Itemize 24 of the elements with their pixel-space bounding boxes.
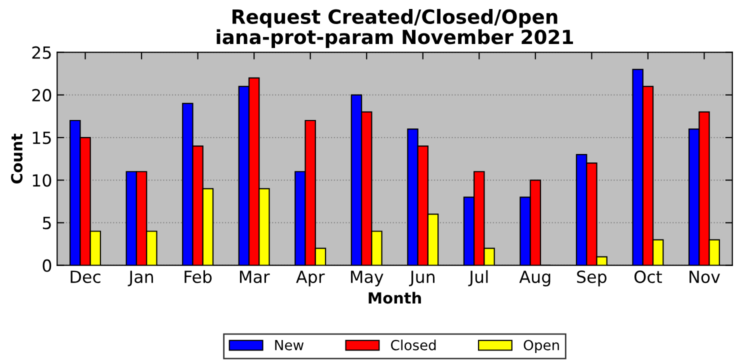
x-tick-label: Apr <box>296 270 325 286</box>
x-tick-label: Oct <box>634 270 662 284</box>
x-tick-label: Jun <box>408 270 434 286</box>
y-tick-label: 0 <box>42 259 52 272</box>
x-tick-label: Feb <box>184 270 212 284</box>
x-tick-label: Dec <box>70 270 100 284</box>
x-tick-label: Sep <box>577 270 606 286</box>
x-tick-label: Jul <box>468 270 488 286</box>
y-tick-label: 5 <box>42 216 51 230</box>
y-tick-label: 10 <box>32 174 52 187</box>
x-axis-title: Month <box>368 292 421 304</box>
x-tick-label: Jan <box>128 270 153 286</box>
legend-label: Closed <box>391 340 436 350</box>
y-axis-title: Count <box>10 134 23 184</box>
y-tick-label: 15 <box>32 132 51 144</box>
chart-title: Request Created/Closed/Open iana-prot-param November 2021 <box>216 8 573 48</box>
legend-label: Open <box>524 340 559 354</box>
x-tick-label: May <box>351 270 384 286</box>
legend-label: New <box>275 340 304 350</box>
y-tick-label: 25 <box>32 46 51 59</box>
x-tick-label: Aug <box>519 270 550 286</box>
x-tick-label: Nov <box>690 270 720 284</box>
y-tick-label: 20 <box>32 88 52 102</box>
x-tick-label: Mar <box>240 270 270 284</box>
